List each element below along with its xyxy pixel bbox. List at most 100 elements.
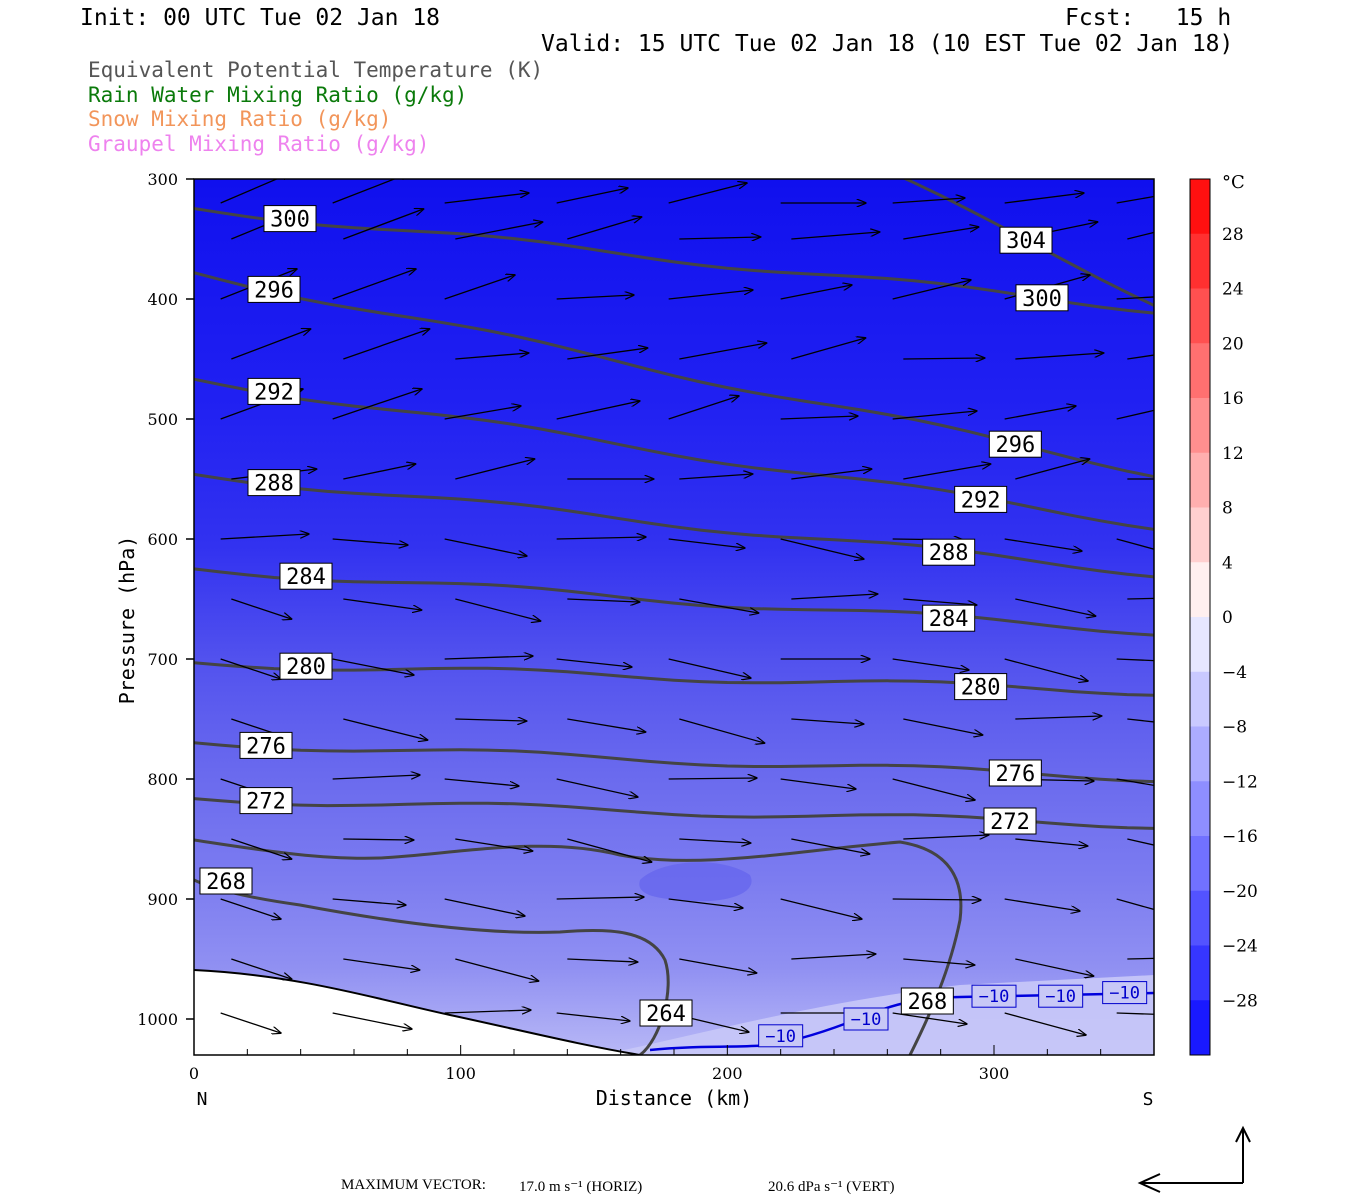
wind-vector	[231, 329, 310, 360]
wind-vector	[332, 179, 410, 204]
contour-label-box	[922, 604, 976, 632]
colorbar-swatch	[1190, 1000, 1210, 1056]
colorbar-frame	[1189, 178, 1211, 1056]
wind-vector	[332, 389, 422, 420]
wind-vector	[668, 290, 753, 300]
wind-vector	[1116, 296, 1154, 300]
wind-vector	[556, 188, 628, 204]
wind-vector	[332, 898, 406, 905]
contour-label: 304	[1006, 229, 1046, 254]
wind-vector	[892, 198, 965, 204]
wind-vector	[780, 778, 856, 789]
wind-vector	[1116, 195, 1154, 204]
wind-vector	[567, 718, 645, 732]
contour-label: 280	[961, 676, 1001, 701]
isotherm-label-box	[758, 1024, 804, 1048]
wind-vector	[679, 718, 764, 743]
wind-vector	[668, 658, 751, 678]
wind-vector	[455, 719, 526, 721]
colorbar-swatch	[1190, 507, 1210, 563]
valid-time: Valid: 15 UTC Tue 02 Jan 18 (10 EST Tue …	[541, 31, 1234, 57]
vector-key-arrows	[1137, 1125, 1251, 1193]
wind-vector	[556, 778, 638, 797]
wind-vector	[1004, 193, 1084, 204]
colorbar-swatch	[1190, 836, 1210, 892]
colorbar-swatch	[1190, 945, 1210, 1001]
contour-label-box	[954, 485, 1008, 513]
wind-vector	[892, 658, 969, 670]
x-tick-label: 300	[979, 1064, 1010, 1083]
x-tick-label: 100	[445, 1064, 476, 1083]
contour-label: 288	[929, 541, 969, 566]
colorbar-tick-label: −4	[1222, 663, 1247, 683]
wind-vector	[892, 1012, 967, 1024]
contour-label-box	[247, 469, 301, 497]
contour-label-box	[1015, 284, 1069, 312]
wind-vector	[231, 838, 291, 859]
wind-vector	[220, 179, 291, 204]
init-time: Init: 00 UTC Tue 02 Jan 18	[80, 5, 441, 31]
y-tick-label: 500	[147, 410, 178, 429]
wind-vector	[1004, 406, 1076, 420]
wind-vector	[444, 656, 533, 659]
legend-rain-water: Rain Water Mixing Ratio (g/kg)	[88, 83, 468, 107]
wind-vector	[780, 538, 864, 559]
theta-e-268-line	[194, 838, 963, 1055]
contour-label-box	[279, 652, 333, 680]
contour-label-box	[239, 787, 293, 815]
wind-vector	[1004, 658, 1088, 681]
wind-vector	[444, 538, 527, 556]
wind-vector	[1127, 354, 1154, 360]
contour-label-box	[988, 430, 1042, 458]
colorbar-swatch	[1190, 617, 1210, 673]
x-tick-label: 0	[189, 1064, 199, 1083]
wind-vector	[556, 1012, 630, 1021]
wind-vector	[455, 222, 542, 240]
wind-vector	[220, 658, 281, 679]
vector-key-vert: 20.6 dPa s⁻¹ (VERT)	[768, 1179, 895, 1195]
contour-label-box	[988, 759, 1042, 787]
colorbar-swatch	[1190, 671, 1210, 727]
wind-vector	[1127, 597, 1154, 600]
wind-vector	[1116, 409, 1154, 420]
wind-vector	[1116, 898, 1154, 911]
theta-e-264-line	[194, 878, 670, 1055]
wind-vector	[1015, 716, 1101, 719]
wind-vector	[332, 538, 408, 545]
wind-vector	[444, 406, 521, 420]
wind-vector	[567, 599, 639, 602]
wind-vector	[220, 534, 309, 540]
colorbar-swatch	[1190, 452, 1210, 508]
isotherm-label: −10	[851, 1010, 882, 1030]
wind-vector	[1116, 778, 1154, 787]
theta-e-304-line	[902, 179, 1154, 307]
wind-vector	[444, 193, 529, 204]
wind-vector	[668, 538, 745, 548]
wind-vector	[220, 1012, 281, 1033]
isotherm-label-box	[1038, 984, 1084, 1008]
theta-e-284-line	[194, 567, 1154, 637]
wind-vector	[903, 358, 984, 359]
theta-e-288-line	[194, 472, 1154, 579]
colorbar-tick-label: −20	[1222, 882, 1258, 902]
wind-vector	[791, 232, 879, 240]
contour-label-box	[247, 275, 301, 303]
temperature-shading	[194, 179, 1154, 1055]
colorbar-swatch	[1190, 781, 1210, 837]
wind-vector	[343, 329, 429, 360]
contour-label: 276	[995, 762, 1035, 787]
wind-vector	[455, 353, 528, 360]
contour-label-box	[922, 538, 976, 566]
wind-vector	[455, 958, 538, 981]
colorbar-swatch	[1190, 890, 1210, 946]
colorbar-tick-label: −16	[1222, 827, 1258, 847]
wind-vector	[332, 775, 420, 780]
wind-vector	[903, 718, 982, 735]
y-axis-label: Pressure (hPa)	[115, 536, 139, 705]
isotherm-label: −10	[1109, 984, 1140, 1004]
wind-vector	[556, 658, 632, 667]
isotherm-label-box	[843, 1007, 889, 1031]
contour-label: 284	[929, 607, 969, 632]
wind-vector	[1015, 838, 1087, 846]
